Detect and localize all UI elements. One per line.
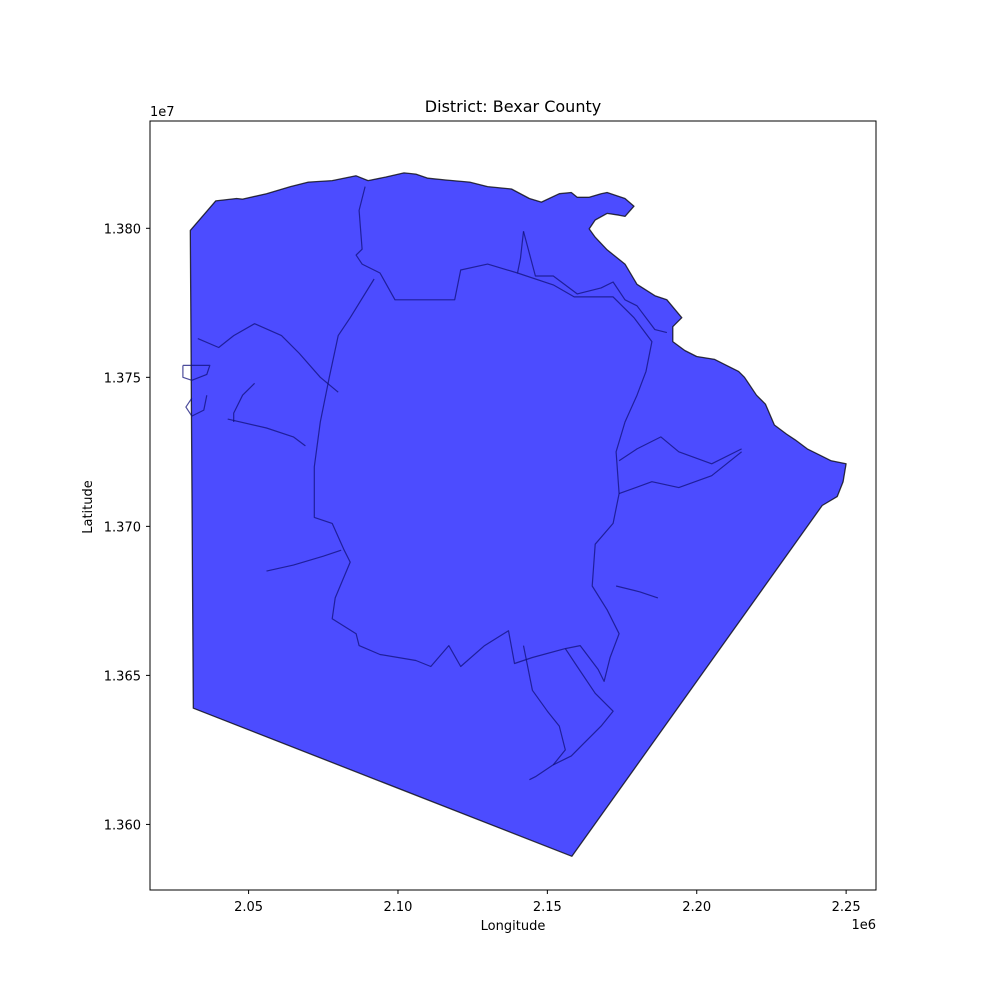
district-boundary-5 <box>227 418 306 447</box>
chart-title: District: Bexar County <box>425 97 601 116</box>
district-boundary-14 <box>553 648 614 766</box>
y-axis-offset-label: 1e7 <box>150 105 175 120</box>
district-boundary-10 <box>615 585 659 599</box>
district-boundary-13 <box>522 645 566 781</box>
x-axis: 2.05 2.10 2.15 2.20 2.25 <box>234 890 861 915</box>
x-tick-label: 2.15 <box>533 900 562 915</box>
y-axis-label: Latitude <box>81 480 96 534</box>
district-boundary-12 <box>185 395 208 417</box>
y-tick-label: 1.370 <box>104 520 141 535</box>
x-tick-label: 2.05 <box>234 900 263 915</box>
district-boundary-7 <box>266 549 342 572</box>
plot-frame <box>149 120 877 891</box>
map-layer <box>182 172 847 857</box>
x-tick-label: 2.25 <box>832 900 861 915</box>
x-tick-label: 2.20 <box>682 900 711 915</box>
district-boundary-9 <box>618 451 742 495</box>
x-axis-label: Longitude <box>481 919 546 934</box>
x-tick-label: 2.10 <box>383 900 412 915</box>
y-tick-label: 1.360 <box>104 818 141 833</box>
district-boundary-3 <box>313 272 653 682</box>
y-tick-label: 1.375 <box>104 371 141 386</box>
district-boundary-6 <box>233 382 256 422</box>
district-boundary-1 <box>355 186 525 301</box>
district-boundary-11 <box>182 364 211 381</box>
district-boundary-4 <box>197 323 339 393</box>
district-boundary-8 <box>618 436 742 465</box>
district-boundary-2 <box>522 231 668 334</box>
y-tick-label: 1.380 <box>104 222 141 237</box>
y-axis: 1.360 1.365 1.370 1.375 1.380 <box>104 222 150 833</box>
county-outline <box>189 172 847 857</box>
y-tick-label: 1.365 <box>104 669 141 684</box>
x-axis-offset-label: 1e6 <box>851 918 876 933</box>
